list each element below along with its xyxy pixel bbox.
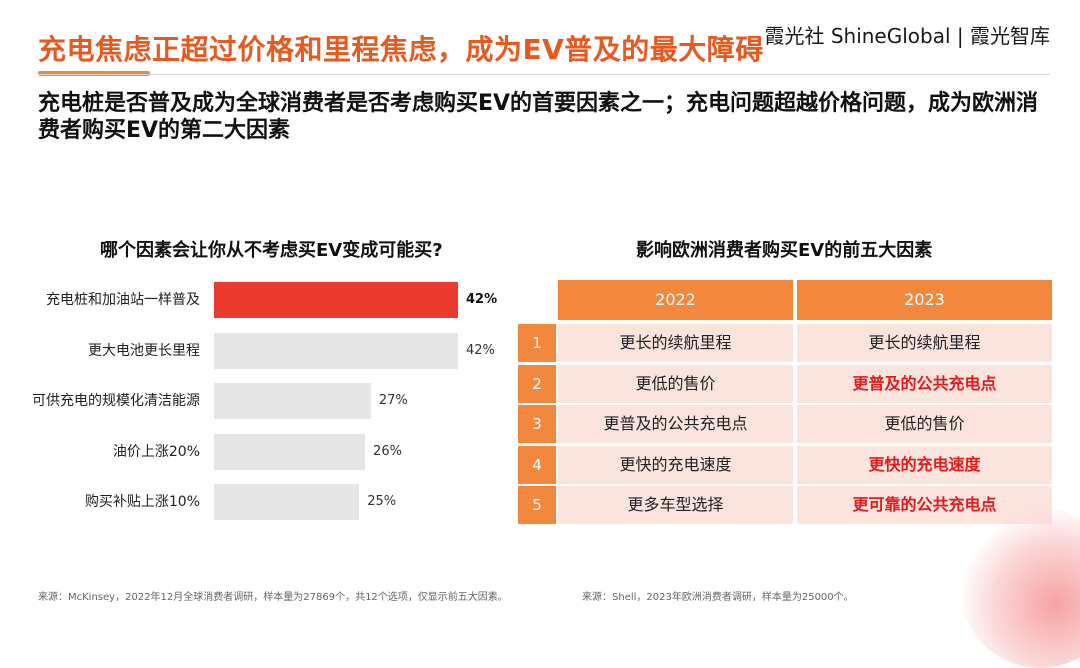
bar (214, 383, 371, 419)
bar (214, 484, 360, 520)
bar-row: 油价上涨20% 26% (0, 433, 520, 474)
bar-value-label: 42% (466, 292, 498, 307)
cell-2022: 更长的续航里程 (558, 324, 793, 362)
rank-cell: 3 (518, 405, 556, 443)
bar-category-label: 可供充电的规模化清洁能源 (32, 393, 200, 409)
page-title: 充电焦虑正超过价格和里程焦虑，成为EV普及的最大障碍 (38, 33, 764, 66)
cell-2022: 更低的售价 (558, 364, 793, 403)
cell-2023: 更快的充电速度 (797, 445, 1052, 484)
rank-cell: 4 (518, 445, 556, 484)
source-note-right: 来源：Shell，2023年欧洲消费者调研，样本量为25000个。 (582, 592, 854, 603)
rank-cell: 5 (518, 486, 556, 524)
table-title: 影响欧洲消费者购买EV的前五大因素 (636, 240, 933, 261)
source-note-left: 来源：McKinsey，2022年12月全球消费者调研，样本量为27869个，共… (38, 592, 508, 603)
bar-chart: 充电桩和加油站一样普及 42% 更大电池更长里程 42% 可供充电的规模化清洁能源 27%… (0, 282, 520, 542)
cell-2023: 更低的售价 (797, 405, 1052, 443)
table-row: 4 更快的充电速度 更快的充电速度 (518, 445, 1052, 484)
cell-2022: 更多车型选择 (558, 486, 793, 524)
bar-category-label: 更大电池更长里程 (88, 342, 200, 359)
bar (214, 433, 366, 470)
bar-value-label: 27% (378, 393, 408, 408)
brand-logo: 霞光社 ShineGlobal | 霞光智库 (764, 24, 1050, 48)
cell-2022: 更快的充电速度 (558, 445, 793, 484)
column-header-2022: 2022 (558, 280, 793, 320)
table-header: 2022 2023 (558, 280, 1052, 320)
rank-cell: 2 (518, 364, 556, 403)
bar (214, 282, 458, 318)
table-row: 3 更普及的公共充电点 更低的售价 (518, 405, 1052, 443)
bar (214, 332, 458, 369)
cell-2023: 更普及的公共充电点 (797, 364, 1052, 403)
table-row: 5 更多车型选择 更可靠的公共充电点 (518, 486, 1052, 524)
chart-title: 哪个因素会让你从不考虑买EV变成可能买? (100, 240, 443, 261)
table-row: 1 更长的续航里程 更长的续航里程 (518, 324, 1052, 362)
bar-row: 更大电池更长里程 42% (0, 332, 520, 373)
title-accent-bar (38, 71, 150, 76)
bar-category-label: 充电桩和加油站一样普及 (46, 292, 200, 308)
bar-category-label: 油价上涨20% (112, 443, 200, 460)
bar-row: 可供充电的规模化清洁能源 27% (0, 383, 520, 423)
table-row: 2 更低的售价 更普及的公共充电点 (518, 364, 1052, 403)
cell-2022: 更普及的公共充电点 (558, 405, 793, 443)
bar-value-label: 26% (373, 443, 402, 459)
bar-row: 购买补贴上涨10% 25% (0, 484, 520, 524)
corner-decoration (960, 508, 1080, 668)
subtitle: 充电桩是否普及成为全球消费者是否考虑购买EV的首要因素之一；充电问题超越价格问题… (38, 91, 1039, 143)
column-header-2023: 2023 (797, 280, 1052, 320)
bar-row: 充电桩和加油站一样普及 42% (0, 282, 520, 322)
bar-value-label: 25% (367, 494, 397, 509)
rank-cell: 1 (518, 324, 556, 362)
cell-2023: 更长的续航里程 (797, 324, 1052, 362)
bar-category-label: 购买补贴上涨10% (84, 494, 200, 510)
header-divider (38, 74, 1050, 75)
bar-value-label: 42% (466, 342, 495, 358)
